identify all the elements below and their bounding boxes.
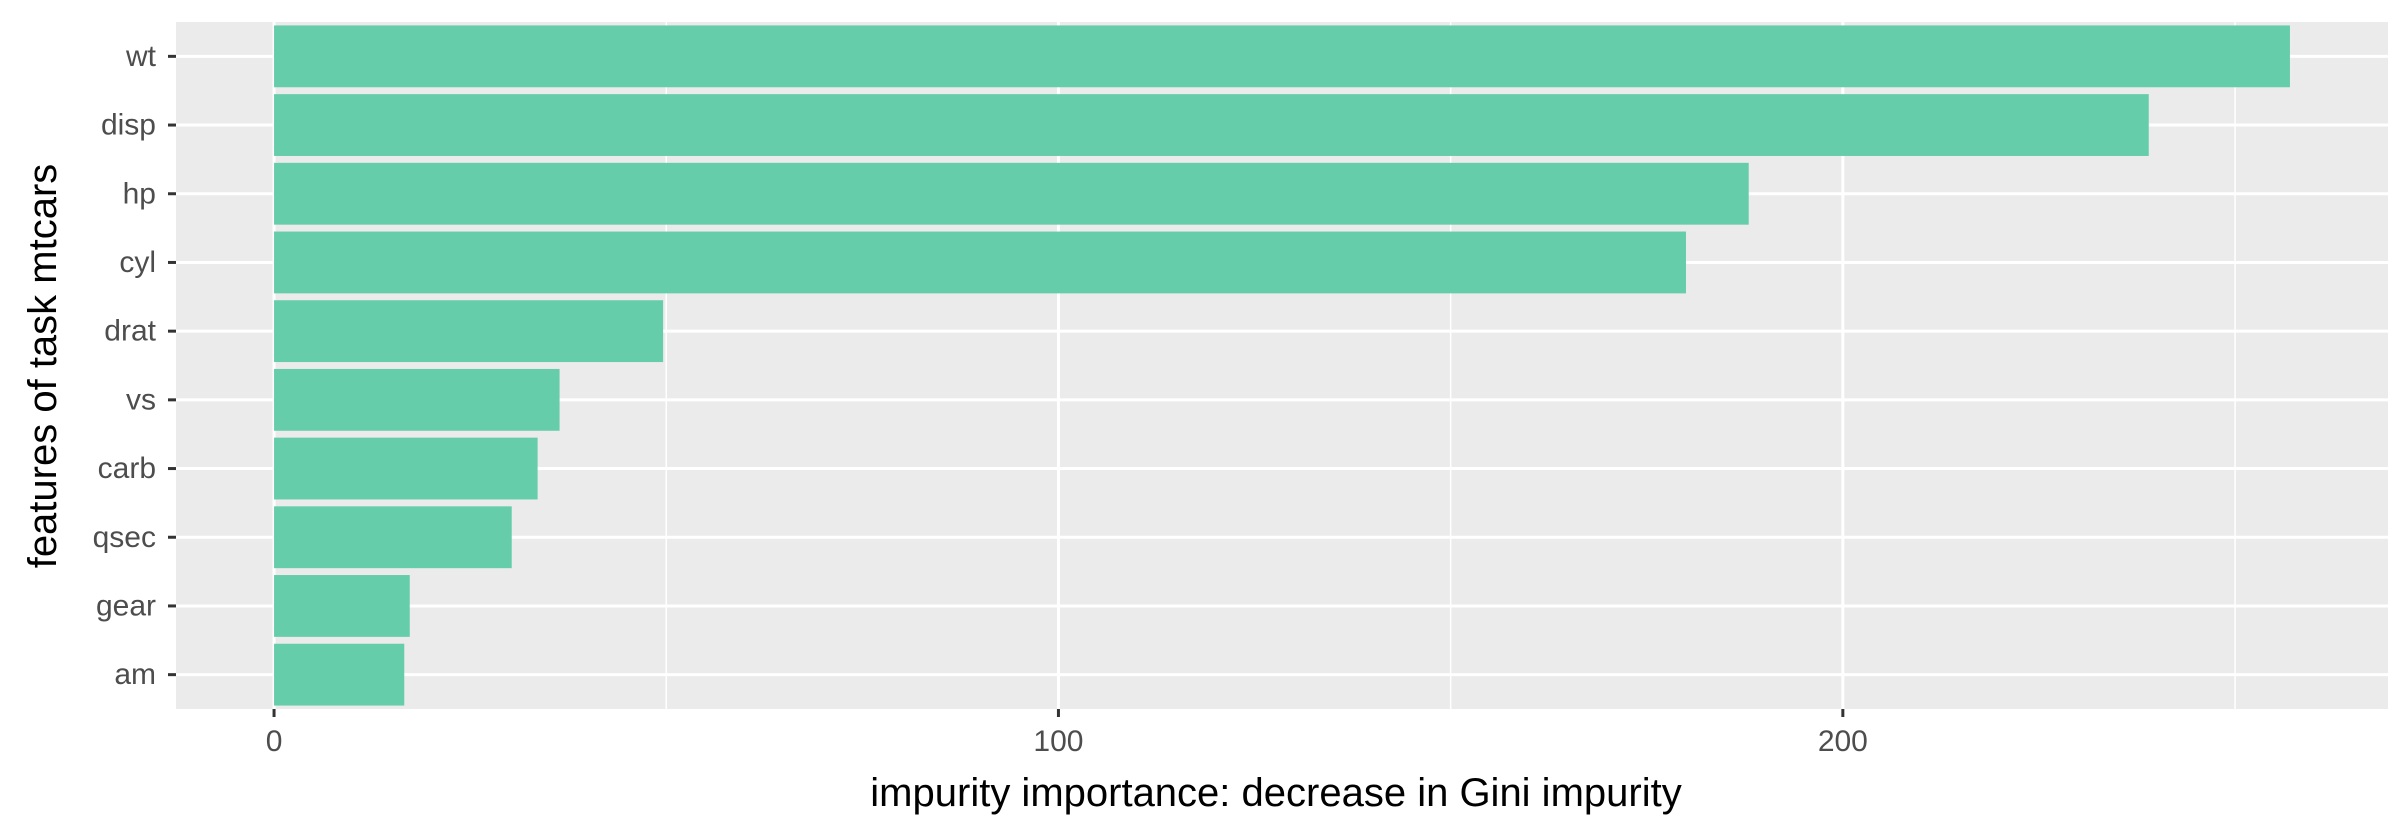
bar-hp [274,162,1749,225]
bar-gear [274,575,410,637]
bar-drat [274,300,664,363]
bar-disp [274,94,2149,156]
x-axis-title: impurity importance: decrease in Gini im… [870,771,1681,815]
x-tick-label: 100 [1033,725,1083,758]
y-tick-label: vs [126,383,156,416]
x-tick-label: 200 [1818,725,1868,758]
x-axis: 0 100 200 [266,709,1868,758]
y-tick-label: drat [104,315,156,348]
y-tick-label: hp [123,177,156,210]
bar-am [274,643,405,706]
bar-qsec [274,506,512,569]
y-tick-label: qsec [93,521,156,554]
x-tick-label: 0 [266,725,283,758]
bars [274,25,2290,706]
y-axis-title: features of task mtcars [21,164,65,569]
bar-carb [274,437,538,500]
y-tick-label: gear [96,589,156,622]
y-axis: wt disp hp cyl drat vs carb qsec gear am [93,40,176,691]
y-tick-label: am [114,658,156,691]
bar-vs [274,368,560,431]
y-tick-label: wt [125,40,157,73]
bar-cyl [274,231,1686,294]
y-tick-label: disp [101,109,156,142]
y-tick-label: carb [98,452,156,485]
y-tick-label: cyl [119,246,156,279]
bar-wt [274,25,2290,88]
